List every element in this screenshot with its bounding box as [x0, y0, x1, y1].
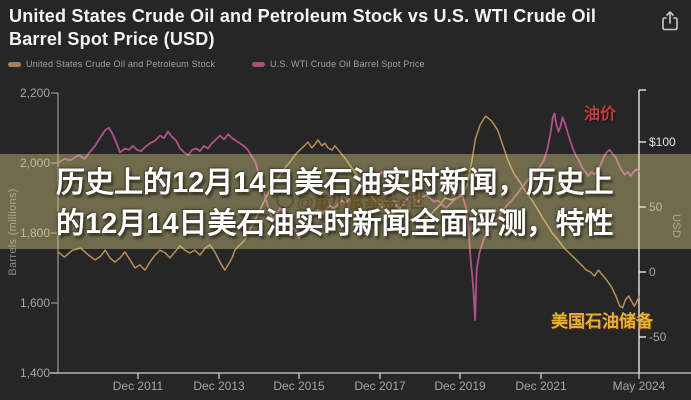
right-tick-m50: -50: [649, 330, 667, 344]
left-tick-2000: 2,000: [19, 156, 50, 170]
left-tick-1400: 1,400: [19, 366, 50, 380]
left-tick-1600: 1,600: [19, 296, 50, 310]
share-icon[interactable]: [659, 9, 681, 33]
legend-item-stock[interactable]: United States Crude Oil and Petroleum St…: [8, 58, 215, 70]
headline-line2: 的12月14日美石油实时新闻全面评测，特性: [56, 208, 614, 240]
x-tick-dec2013: Dec 2013: [193, 379, 245, 393]
legend-item-price[interactable]: U.S. WTI Crude Oil Barrel Spot Price: [252, 58, 425, 70]
legend-swatch-stock-icon: [8, 61, 21, 67]
headline-banner: [0, 154, 691, 249]
left-tick-2200: 2,200: [19, 86, 50, 100]
x-tick-dec2021: Dec 2021: [515, 379, 567, 393]
series-line-price: [57, 112, 641, 322]
watermark-text: @童小富基金e世: [297, 192, 426, 212]
annotation-oil-price: 油价: [584, 106, 617, 123]
legend-label-stock: United States Crude Oil and Petroleum St…: [26, 59, 216, 69]
x-tick-dec2019: Dec 2019: [434, 379, 486, 393]
left-tick-1800: 1,800: [19, 226, 50, 240]
right-tick-100: $100: [649, 135, 676, 149]
right-tick-0: 0: [649, 265, 656, 279]
right-axis: [638, 89, 646, 373]
legend-swatch-price-icon: [252, 61, 265, 67]
chart-title: United States Crude Oil and Petroleum St…: [9, 6, 597, 49]
right-tick-50: 50: [649, 200, 663, 214]
x-tick-dec2017: Dec 2017: [354, 379, 406, 393]
watermark: @童小富基金e世: [276, 190, 426, 212]
headline-text: 历史上的12月14日美石油实时新闻，历史上 的12月14日美石油实时新闻全面评测…: [56, 163, 656, 245]
x-axis: [50, 372, 691, 379]
x-tick-may2024: May 2024: [612, 379, 666, 393]
x-tick-dec2015: Dec 2015: [273, 379, 325, 393]
headline-line1: 历史上的12月14日美石油实时新闻，历史上: [56, 167, 614, 199]
annotation-us-oil-reserves: 美国石油储备: [551, 312, 653, 331]
legend-label-price: U.S. WTI Crude Oil Barrel Spot Price: [270, 59, 425, 69]
series-line-stock: [57, 115, 641, 309]
watermark-logo-icon: [276, 191, 294, 209]
x-tick-dec2011: Dec 2011: [112, 379, 164, 393]
